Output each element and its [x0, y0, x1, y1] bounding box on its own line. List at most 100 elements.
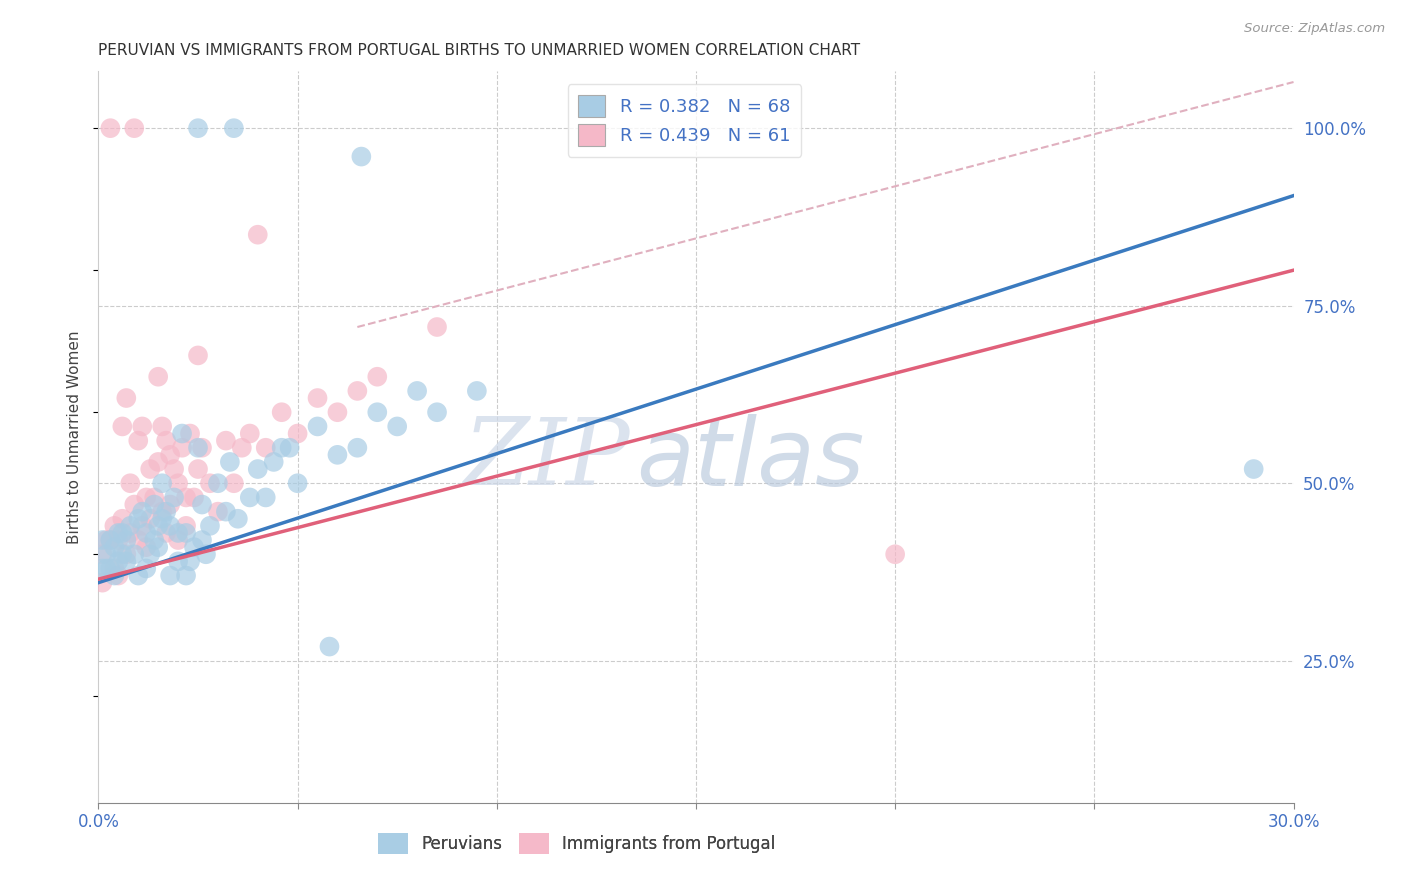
Point — [103, 568, 125, 582]
Point — [174, 525, 197, 540]
Point — [127, 434, 149, 448]
Point — [167, 533, 190, 547]
Point — [163, 491, 186, 505]
Legend: Peruvians, Immigrants from Portugal: Peruvians, Immigrants from Portugal — [371, 827, 782, 860]
Point — [91, 575, 114, 590]
Point — [172, 426, 194, 441]
Point — [139, 462, 162, 476]
Point — [120, 519, 142, 533]
Point — [385, 419, 409, 434]
Point — [287, 426, 309, 441]
Point — [143, 533, 166, 547]
Point — [174, 568, 197, 582]
Point — [159, 568, 181, 582]
Point — [98, 561, 122, 575]
Point — [115, 547, 138, 561]
Point — [1243, 462, 1265, 476]
Point — [187, 121, 209, 136]
Point — [155, 525, 177, 540]
Point — [96, 533, 118, 547]
Point — [155, 434, 177, 448]
Point — [111, 419, 134, 434]
Point — [135, 561, 157, 575]
Point — [426, 405, 449, 419]
Point — [159, 448, 181, 462]
Point — [307, 419, 329, 434]
Point — [143, 498, 166, 512]
Point — [131, 505, 153, 519]
Point — [366, 369, 388, 384]
Point — [135, 491, 157, 505]
Text: Source: ZipAtlas.com: Source: ZipAtlas.com — [1244, 22, 1385, 36]
Point — [103, 519, 125, 533]
Point — [167, 476, 190, 491]
Point — [366, 405, 388, 419]
Point — [96, 561, 118, 575]
Point — [254, 441, 277, 455]
Point — [131, 419, 153, 434]
Point — [307, 391, 329, 405]
Point — [179, 426, 201, 441]
Point — [107, 525, 129, 540]
Point — [187, 462, 209, 476]
Point — [207, 476, 229, 491]
Point — [124, 121, 146, 136]
Point — [103, 540, 125, 554]
Point — [167, 554, 190, 568]
Point — [226, 512, 249, 526]
Point — [139, 512, 162, 526]
Point — [96, 547, 118, 561]
Point — [120, 525, 142, 540]
Point — [135, 540, 157, 554]
Point — [191, 533, 214, 547]
Point — [207, 505, 229, 519]
Point — [195, 547, 218, 561]
Point — [215, 434, 238, 448]
Point — [187, 441, 209, 455]
Point — [98, 121, 122, 136]
Point — [884, 547, 907, 561]
Point — [270, 441, 292, 455]
Point — [215, 505, 238, 519]
Point — [426, 320, 449, 334]
Point — [270, 405, 292, 419]
Point — [159, 519, 181, 533]
Point — [172, 441, 194, 455]
Point — [239, 491, 262, 505]
Point — [239, 426, 262, 441]
Point — [263, 455, 285, 469]
Point — [278, 441, 301, 455]
Point — [150, 512, 173, 526]
Point — [139, 547, 162, 561]
Point — [150, 505, 173, 519]
Point — [91, 561, 114, 575]
Y-axis label: Births to Unmarried Women: Births to Unmarried Women — [67, 330, 83, 544]
Point — [127, 512, 149, 526]
Point — [115, 391, 138, 405]
Point — [91, 533, 114, 547]
Point — [120, 476, 142, 491]
Point — [159, 498, 181, 512]
Point — [191, 498, 214, 512]
Point — [143, 491, 166, 505]
Point — [198, 476, 221, 491]
Text: PERUVIAN VS IMMIGRANTS FROM PORTUGAL BIRTHS TO UNMARRIED WOMEN CORRELATION CHART: PERUVIAN VS IMMIGRANTS FROM PORTUGAL BIR… — [98, 43, 860, 58]
Point — [148, 455, 170, 469]
Point — [127, 533, 149, 547]
Point — [174, 519, 197, 533]
Point — [406, 384, 429, 398]
Point — [107, 554, 129, 568]
Point — [127, 568, 149, 582]
Point — [174, 491, 197, 505]
Point — [346, 441, 368, 455]
Point — [287, 476, 309, 491]
Point — [246, 227, 269, 242]
Point — [179, 554, 201, 568]
Point — [111, 547, 134, 561]
Point — [107, 533, 129, 547]
Point — [191, 441, 214, 455]
Point — [150, 419, 173, 434]
Point — [198, 519, 221, 533]
Point — [98, 533, 122, 547]
Point — [148, 519, 170, 533]
